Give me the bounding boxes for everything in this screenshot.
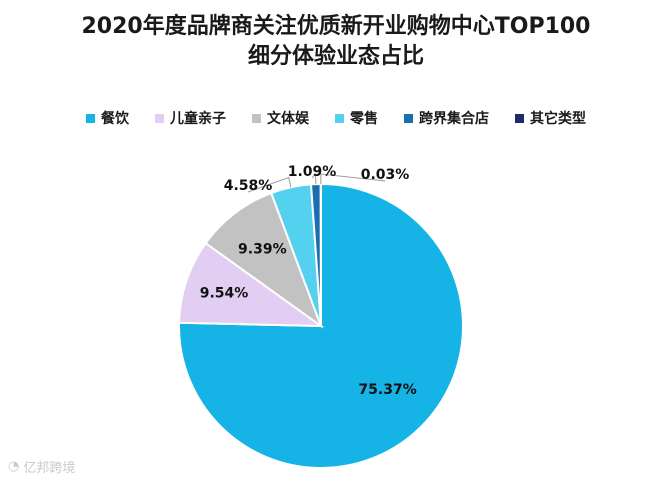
pie-slices	[178, 182, 464, 469]
pie-slice	[178, 241, 325, 328]
chart-title: 2020年度品牌商关注优质新开业购物中心TOP100 细分体验业态占比	[0, 12, 672, 72]
legend-swatch	[155, 113, 164, 123]
legend-label: 跨界集合店	[419, 111, 489, 127]
data-labels: 75.37% 9.54% 9.39% 4.58% 1.09% 0.03%	[200, 164, 417, 398]
legend-swatch	[404, 113, 413, 123]
legend-item-other: 其它类型	[515, 108, 586, 128]
data-label: 9.54%	[200, 286, 249, 302]
legend-item-entertainment: 文体娱	[252, 108, 309, 128]
leader-line	[247, 176, 292, 193]
legend-swatch	[515, 113, 524, 123]
legend-swatch	[252, 113, 261, 123]
data-label: 0.03%	[361, 167, 410, 183]
chart-legend: 餐饮 儿童亲子 文体娱 零售 跨界集合店 其它类型	[0, 108, 672, 128]
data-label: 75.37%	[358, 382, 416, 398]
pie-slice	[178, 182, 464, 469]
legend-swatch	[86, 113, 95, 123]
legend-item-kids: 儿童亲子	[155, 108, 226, 128]
legend-label: 零售	[350, 111, 378, 127]
chart-title-line1: 2020年度品牌商关注优质新开业购物中心TOP100	[81, 14, 591, 39]
data-label: 4.58%	[224, 178, 273, 194]
legend-item-retail: 零售	[335, 108, 378, 128]
data-label: 9.39%	[238, 241, 287, 257]
leader-lines	[247, 172, 386, 193]
legend-label: 文体娱	[267, 111, 309, 127]
legend-label: 其它类型	[530, 111, 586, 127]
chart-title-line2: 细分体验业态占比	[247, 44, 424, 69]
leader-line	[311, 172, 317, 185]
legend-item-dining: 餐饮	[86, 108, 129, 128]
watermark-logo-icon: ◔	[8, 459, 20, 474]
leader-line	[320, 173, 386, 185]
legend-item-crossover: 跨界集合店	[404, 108, 489, 128]
data-label: 1.09%	[288, 164, 337, 180]
pie-slice	[204, 191, 324, 329]
legend-label: 儿童亲子	[170, 111, 226, 127]
watermark: ◔ 亿邦跨境	[8, 457, 75, 476]
legend-label: 餐饮	[101, 111, 129, 127]
legend-swatch	[335, 113, 344, 123]
watermark-text: 亿邦跨境	[23, 461, 76, 476]
